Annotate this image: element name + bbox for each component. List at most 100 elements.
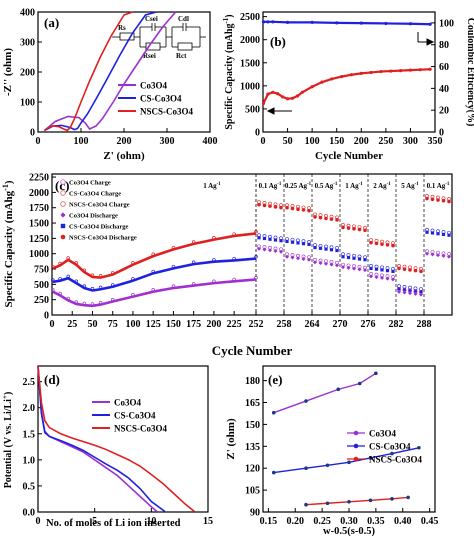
panel-c-long-charge-point (151, 269, 155, 274)
panel-a-xtick-label-2: 200 (117, 136, 132, 147)
panel-c-rate-label-sup-1: -1 (277, 182, 282, 187)
equivalent-circuit-inset (112, 23, 206, 51)
panel-c-rate-charge-point (374, 239, 379, 243)
panel-c-rate-label-sup-6: -1 (415, 182, 420, 187)
panel-b-yticks-label-2: 1000 (240, 81, 260, 92)
panel-b-capacity-point (290, 96, 295, 100)
panel-d-series-2 (37, 365, 195, 513)
panel-c-rate-charge-point (425, 194, 429, 198)
panel-e-xlabel: w-0.5(s-0.5) (323, 526, 375, 537)
panel-b-yticks-label-0: 0 (255, 128, 260, 139)
panel-c-long-charge-point (58, 261, 62, 266)
panel-c-rate-charge-point (273, 235, 278, 240)
panel-c-rate-charge-point (363, 265, 367, 270)
panel-e-series-2 (305, 496, 409, 506)
panel-c-rate-point (436, 232, 440, 236)
panel-c-long-charge-point (151, 252, 155, 257)
panel-d-legend-label-0: Co3O4 (114, 398, 142, 408)
panel-d-xtick-label-2: 10 (146, 516, 156, 527)
panel-c-ytick-label-5: 1250 (29, 234, 49, 245)
panel-c-legend-marker-5 (60, 234, 66, 240)
panel-e-xtick-label-2: 0.25 (313, 516, 331, 527)
panel-c-rate-point (391, 269, 395, 273)
panel-a-yticks-label-4: 400 (20, 8, 35, 19)
panel-e-point (406, 495, 410, 500)
panel-c-long-charge-point (74, 300, 79, 304)
panel-c-long-charge-point (90, 286, 95, 291)
panel-c-rate-charge-point (262, 234, 267, 238)
panel-c-long-charge-point (98, 274, 103, 278)
panel-e-xtick-label-4: 0.35 (367, 516, 385, 527)
panel-c-rate-charge-point (307, 240, 311, 244)
panel-c-xtick-label-13: 270 (333, 319, 348, 330)
panel-d-yticks-label-5: 2.5 (23, 377, 36, 388)
panel-c-rate-charge-point (425, 227, 429, 232)
panel-c-legend-marker-0 (60, 179, 66, 185)
panel-b-xlabel: Cycle Number (315, 150, 383, 162)
panel-b-capacity-point (369, 70, 373, 75)
panel-c-long-charge-point (51, 278, 55, 282)
panel-c-ylabel-sup: -1 (1, 184, 10, 191)
panel-c-legend-label-5: NSCS-Co3O4 Discharge (69, 235, 137, 242)
panel-b-capacity-point (271, 90, 275, 94)
panel-c-long-charge-point (254, 229, 258, 234)
panel-e-point (271, 410, 276, 415)
panel-a-series-2 (43, 11, 133, 132)
panel-c-long-charge-point (232, 256, 236, 261)
panel-c-rate-charge-point (374, 264, 379, 269)
panel-c-xtick-label-7: 175 (186, 319, 201, 330)
panel-b-capacity-point (300, 90, 304, 94)
panel-b-capacity-point (379, 69, 383, 74)
panel-c-long-charge-point (151, 288, 155, 292)
panel-c-rate-label-sup-7: -1 (445, 182, 450, 187)
panel-a-yticks-label-0: 0 (30, 128, 35, 139)
panel-b-capacity-point (408, 68, 413, 72)
panel-c-long-charge-point (66, 274, 70, 279)
panel-b-xtick-label-3: 150 (329, 136, 344, 147)
panel-a-xtick-label-4: 400 (203, 136, 218, 147)
panel-b-y2ticks-label-2: 40 (439, 84, 449, 95)
panel-c-rate-point (363, 258, 367, 262)
panel-c-rate-label-text-6: 5 Ag (401, 182, 415, 190)
panel-c-rate-point (385, 269, 390, 273)
panel-c-rate-charge-point (313, 257, 317, 262)
panel-c-rate-label-2: 0.25 Ag-1 (285, 182, 312, 190)
panel-e-legend-label-1: CS-Co3O4 (369, 442, 411, 452)
panel-c-legend-marker-4 (60, 223, 66, 229)
panel-c-rate-charge-point (318, 258, 323, 263)
panel-c-rate-charge-point (285, 252, 289, 257)
panel-b-efficiency-line (263, 20, 431, 26)
panel-b-efficiency-point (428, 22, 432, 26)
panel-c-rate-label-4: 1 Ag-1 (345, 182, 363, 190)
panel-b-xtick-label-6: 300 (403, 136, 418, 147)
panel-c-rate-charge-point (313, 212, 317, 217)
panel-c-long-charge-point (191, 281, 196, 286)
panel-d-yticks-label-3: 1.5 (23, 429, 36, 440)
panel-c-rate-charge-point (352, 224, 356, 229)
panel-c-rate-charge-point (279, 236, 283, 241)
panel-c-legend-marker-1 (60, 190, 66, 196)
panel-c-xtick-label-6: 150 (166, 319, 181, 330)
panel-c-rate-charge-point (357, 265, 362, 269)
panel-e-frame (262, 365, 436, 513)
panel-e-xtick-label-6: 0.45 (421, 516, 439, 527)
panel-c-rate-charge-point (441, 230, 446, 234)
panel-c-legend-marker-3 (60, 212, 66, 218)
panel-e-point (347, 460, 351, 465)
panel-b-ylabel-sup: -1 (222, 17, 230, 23)
panel-b-capacity-point (418, 68, 422, 72)
panel-b-ylabel: Specific Capacity (mAhg-1) (222, 14, 235, 129)
panel-a-series-0 (43, 11, 177, 132)
panel-c-rate-point (279, 239, 283, 243)
panel-c-ylabel-main: Specific Capacity (mAhg (3, 190, 15, 307)
panel-c-rate-charge-point (296, 238, 300, 243)
panel-c-rate-charge-point (436, 229, 440, 234)
panel-d-xtick-label-0: 0 (36, 516, 41, 527)
panel-e-point (390, 497, 394, 501)
panel-c-legend-label-1: CS-Co3O4 Charge (69, 191, 121, 198)
panel-c-rate-label-text-0: 1 Ag (203, 182, 217, 190)
panel-c-ylabel: Specific Capacity (mAhg-1) (1, 180, 15, 307)
panel-d-yticks-label-1: 0.5 (23, 481, 36, 492)
panel-b-xtick-label-0: 0 (261, 136, 266, 147)
panel-c-rate-charge-point (352, 264, 356, 269)
